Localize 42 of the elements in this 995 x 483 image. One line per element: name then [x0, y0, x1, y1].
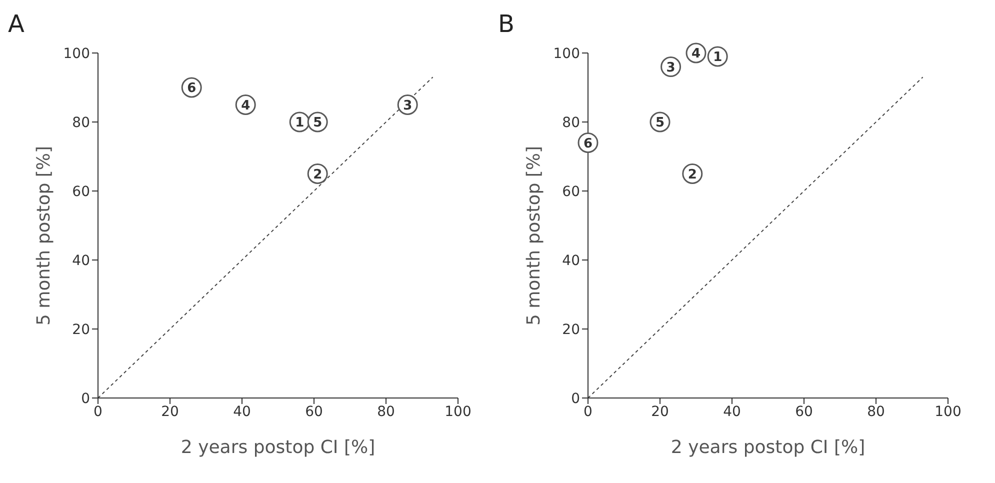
- annotation: 4: [241, 98, 250, 114]
- annotation: 2: [313, 167, 322, 182]
- x-axis-title: 2 years postop CI [%]: [180, 437, 376, 458]
- y-tick-label: 40: [72, 252, 90, 269]
- x-axis-title: 2 years postop CI [%]: [670, 437, 866, 458]
- y-axis-title: 5 month postop [%]: [523, 146, 544, 326]
- x-tick-label: 20: [651, 404, 669, 420]
- y-tick-label: 40: [562, 252, 580, 269]
- y-tick-label: 100: [553, 46, 580, 62]
- x-tick-label: 100: [934, 404, 962, 420]
- x-tick-label: 80: [867, 404, 885, 420]
- annotation: 5: [655, 116, 665, 131]
- annotation: 2: [688, 167, 697, 182]
- x-tick-label: 40: [723, 404, 741, 420]
- chart-title: A: [8, 10, 24, 38]
- annotation: 1: [713, 50, 722, 66]
- annotation: 6: [583, 136, 593, 152]
- y-tick-label: 80: [72, 114, 90, 131]
- x-tick-label: 60: [305, 404, 323, 420]
- y-tick-label: 100: [63, 46, 90, 62]
- y-tick-label: 0: [571, 390, 580, 407]
- y-tick-label: 0: [81, 390, 90, 407]
- x-tick-label: 100: [444, 404, 472, 420]
- y-tick-label: 60: [72, 184, 90, 200]
- y-axis-title: 5 month postop [%]: [33, 146, 54, 326]
- annotation: 3: [403, 98, 412, 114]
- annotation: 5: [313, 116, 322, 131]
- x-tick-label: 20: [161, 404, 179, 420]
- y-tick-label: 60: [562, 184, 580, 200]
- chart-title: B: [498, 10, 514, 38]
- annotation: 4: [691, 46, 701, 62]
- x-tick-label: 0: [584, 404, 592, 420]
- annotation: 1: [295, 116, 304, 131]
- x-tick-label: 40: [233, 404, 251, 420]
- x-tick-label: 60: [795, 404, 813, 420]
- y-tick-label: 20: [562, 322, 580, 338]
- y-tick-label: 20: [72, 322, 90, 338]
- x-tick-label: 80: [377, 404, 395, 420]
- annotation: 6: [187, 81, 196, 96]
- x-tick-label: 0: [94, 404, 102, 420]
- y-tick-label: 80: [562, 114, 580, 131]
- annotation: 3: [666, 60, 676, 76]
